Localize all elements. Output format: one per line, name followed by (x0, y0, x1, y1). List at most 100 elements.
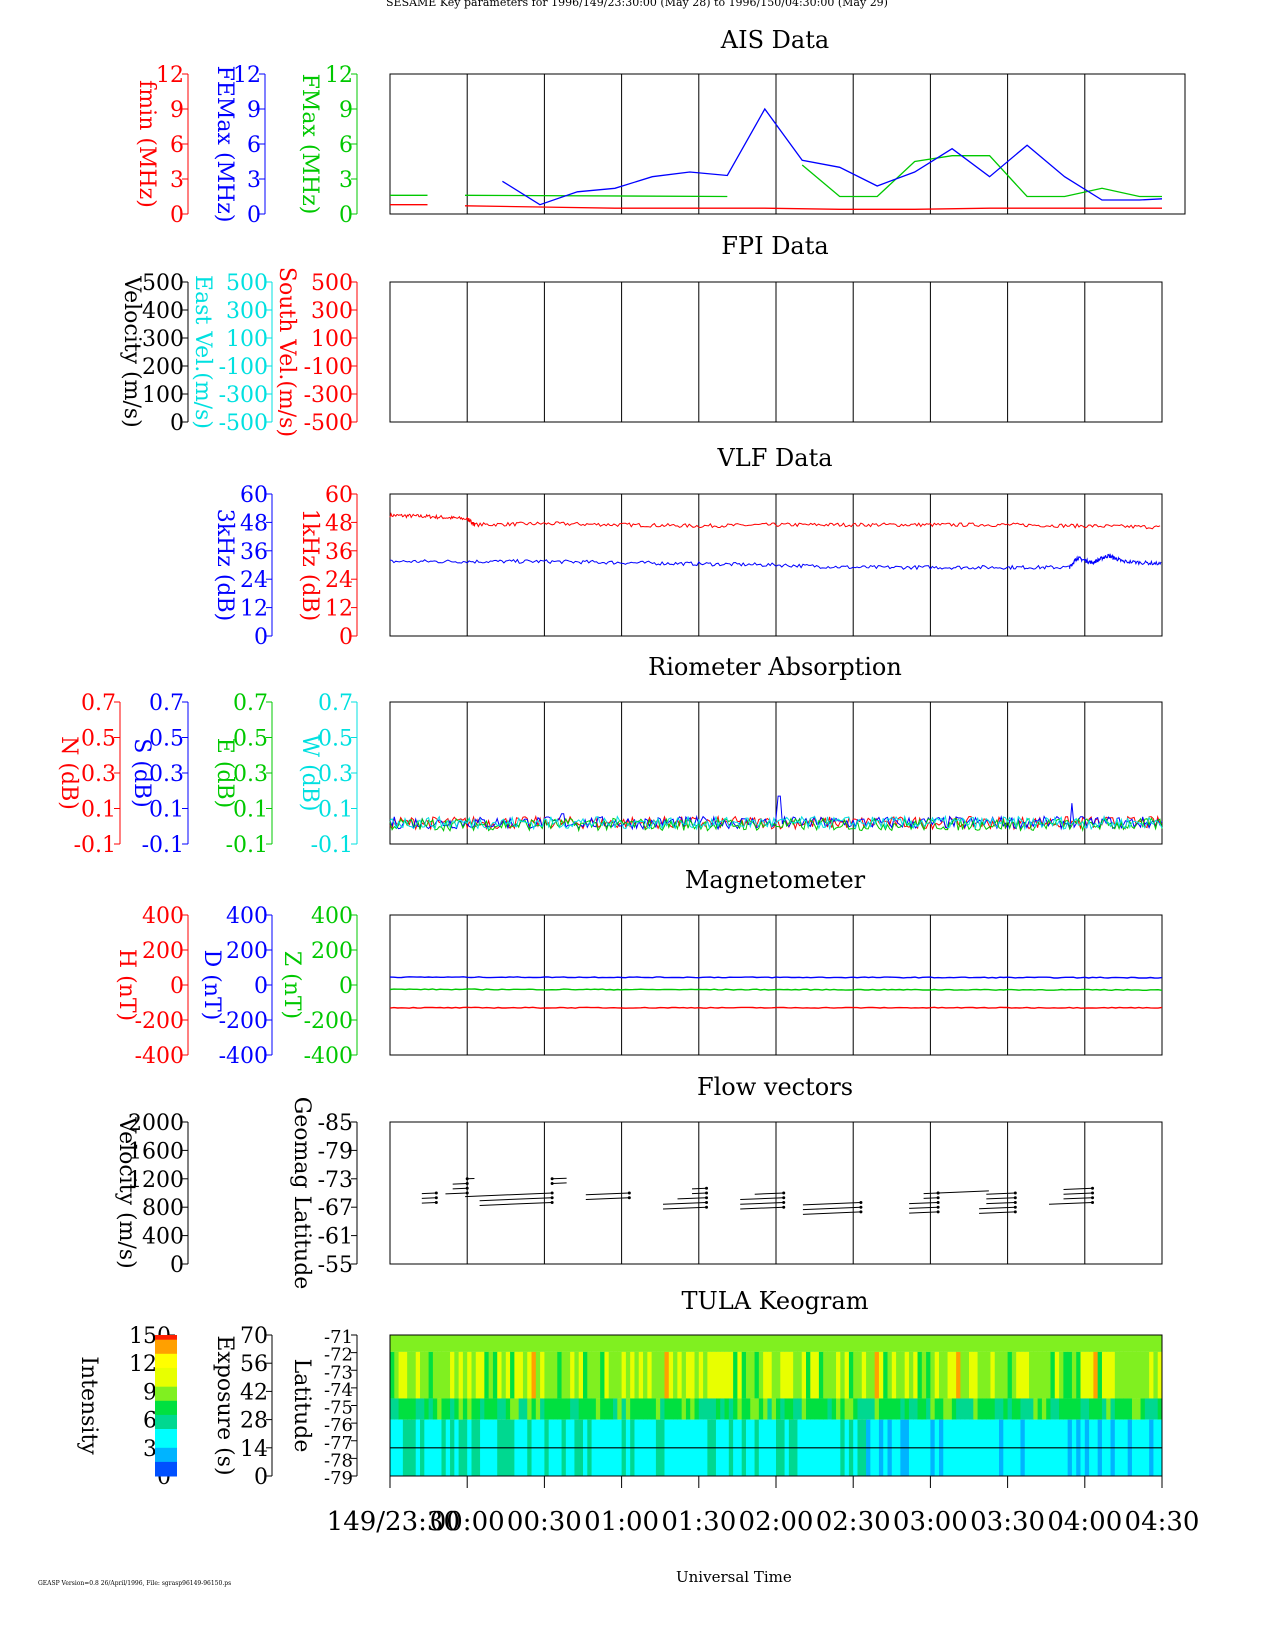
keogram-cell (630, 1398, 635, 1420)
keogram-cell (604, 1398, 610, 1420)
keogram-cell (638, 1398, 644, 1420)
flow-vector (1048, 1201, 1093, 1205)
keogram-cell (411, 1398, 417, 1420)
y-axis-e-db-: 0.7 0.5 0.3 0.1 -0.1 E (dB) (212, 691, 273, 858)
flow-vector (421, 1192, 437, 1195)
tick-label: 0.3 (318, 762, 353, 787)
keogram-cell (887, 1398, 893, 1420)
keogram-cell (891, 1351, 897, 1399)
flow-vector-origin (1013, 1210, 1017, 1214)
tick-label: 0 (170, 411, 184, 436)
keogram-cell (1157, 1398, 1163, 1420)
tick-label: 56 (240, 1352, 268, 1377)
colorbar-step (155, 1438, 177, 1444)
tick-label: 100 (226, 327, 268, 352)
axis-title: H (nT) (114, 949, 139, 1021)
time-tick-label: 00:30 (507, 1507, 582, 1537)
flow-vector (677, 1197, 707, 1200)
keogram-cell (574, 1335, 580, 1352)
tick-label: -79 (318, 1139, 353, 1164)
keogram-cell (1054, 1335, 1060, 1352)
keogram-cell (1071, 1398, 1077, 1420)
keogram-cell (428, 1398, 434, 1420)
keogram-cell (698, 1398, 704, 1420)
keogram-cell (484, 1335, 490, 1352)
flow-vector (923, 1197, 939, 1199)
keogram-cell (1029, 1335, 1034, 1352)
flow-vector (421, 1201, 437, 1204)
keogram-cell (651, 1351, 657, 1399)
keogram-cell (1003, 1335, 1009, 1352)
keogram-cell (844, 1351, 850, 1399)
keogram-cell (681, 1398, 687, 1420)
keogram-cell (853, 1351, 858, 1399)
flow-vector-origin (1091, 1191, 1095, 1195)
keogram-cell (608, 1335, 614, 1352)
keogram-cell (1136, 1351, 1142, 1399)
keogram-cell (583, 1351, 588, 1399)
tick-label: 0.7 (233, 691, 268, 716)
tick-label: 300 (311, 299, 353, 324)
keogram-cell (505, 1398, 511, 1420)
keogram-cell (938, 1335, 944, 1352)
keogram-cell (621, 1398, 627, 1420)
keogram-cell (1144, 1398, 1150, 1420)
tick-label: -72 (324, 1345, 353, 1366)
flow-vector (909, 1206, 939, 1209)
keogram-cell (733, 1351, 738, 1399)
keogram-cell (771, 1398, 777, 1420)
keogram-cell (1131, 1398, 1137, 1420)
keogram-cell (462, 1351, 468, 1399)
keogram-cell (814, 1398, 820, 1420)
keogram-cell (981, 1398, 987, 1420)
tick-label: -300 (219, 383, 268, 408)
tick-label: 12 (240, 597, 268, 622)
tick-label: 200 (226, 939, 268, 964)
flow-vector-origin (465, 1177, 469, 1181)
flow-vector (802, 1206, 861, 1211)
y-axis-femax-mhz-: 12 9 6 3 0 FEMax (MHz) (212, 63, 266, 228)
flow-vector-origin (434, 1191, 438, 1195)
y-axis-n-db-: 0.7 0.5 0.3 0.1 -0.1 N (dB) (56, 691, 121, 858)
keogram-cell (1029, 1398, 1034, 1420)
colorbar-step (155, 1344, 177, 1350)
keogram-cell (527, 1398, 533, 1420)
tick-label: 0.3 (81, 762, 116, 787)
keogram-cell (801, 1335, 807, 1352)
keogram-cell (934, 1398, 940, 1420)
tick-label: -79 (324, 1468, 353, 1489)
keogram-cell (583, 1398, 588, 1420)
keogram-cell (591, 1335, 597, 1352)
keogram-cell (934, 1351, 940, 1399)
keogram-cell (767, 1335, 773, 1352)
keogram-cell (621, 1351, 627, 1399)
keogram-cell (643, 1335, 648, 1352)
flow-vector-origin (936, 1200, 940, 1204)
flow-vector-origin (705, 1191, 709, 1195)
keogram-cell (720, 1351, 726, 1399)
keogram-cell (784, 1351, 790, 1399)
tick-label: 200 (142, 355, 184, 380)
keogram-cell (647, 1351, 653, 1399)
keogram-cell (630, 1335, 635, 1352)
colorbar-step (155, 1339, 177, 1345)
keogram-cell (497, 1398, 503, 1420)
keogram-cell (497, 1335, 503, 1352)
keogram-cell (1106, 1335, 1112, 1352)
keogram-cell (866, 1398, 871, 1420)
flow-vector (1063, 1187, 1093, 1190)
keogram-cell (1110, 1398, 1116, 1420)
tick-label: 200 (142, 939, 184, 964)
keogram-cell (887, 1351, 893, 1399)
keogram-cell (660, 1351, 665, 1399)
flow-vector (662, 1201, 707, 1205)
tick-label: 0.1 (81, 798, 116, 823)
keogram-cell (480, 1335, 485, 1352)
flow-vector (1063, 1197, 1093, 1200)
flow-vector (552, 1177, 567, 1180)
keogram-cell (810, 1398, 816, 1420)
tick-label: 0 (170, 203, 184, 228)
